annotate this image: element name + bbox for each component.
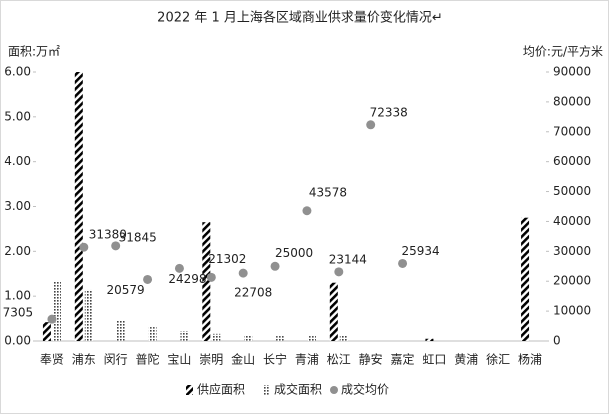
y-tick-label: 0.00: [4, 334, 31, 348]
data-label: 22708: [234, 286, 272, 300]
data-label: 7305: [3, 306, 34, 320]
x-tick-label: 闵行: [104, 352, 128, 367]
y-axis-title: 面积:万㎡: [8, 45, 60, 59]
y2-tick-label: 80000: [553, 94, 591, 108]
bar: [52, 280, 61, 341]
x-tick-label: 宝山: [167, 353, 191, 367]
y2-axis-title: 均价:元/平方米: [523, 44, 603, 59]
y2-tick-label: 30000: [553, 244, 591, 258]
bar: [244, 335, 253, 341]
x-tick-label: 徐汇: [486, 352, 510, 367]
x-tick-label: 普陀: [136, 352, 160, 367]
bar: [425, 338, 434, 341]
y-tick-label: 1.00: [4, 289, 31, 303]
bar: [212, 333, 221, 341]
price-point: [302, 206, 312, 216]
x-tick-label: 崇明: [199, 353, 223, 367]
y2-tick-label: 50000: [553, 184, 591, 198]
legend-label: 成交均价: [341, 382, 389, 397]
bar: [148, 327, 157, 341]
data-label: 25000: [275, 246, 313, 260]
legend-swatch: [330, 386, 338, 394]
data-label: 31380: [89, 228, 127, 242]
x-tick-label: 长宁: [263, 352, 287, 367]
bar: [307, 336, 316, 341]
price-point: [206, 272, 216, 282]
x-tick-label: 金山: [231, 352, 255, 367]
bar: [329, 282, 338, 341]
y-tick-label: 6.00: [4, 65, 31, 79]
data-label: 23144: [329, 252, 367, 266]
bar: [74, 72, 83, 341]
bar: [276, 336, 285, 341]
y2-tick-label: 0: [553, 334, 561, 348]
x-tick-label: 青浦: [295, 353, 319, 367]
legend-swatch: [186, 385, 193, 395]
y-tick-label: 5.00: [4, 109, 31, 123]
data-label: 24298: [168, 272, 206, 286]
bar: [202, 222, 211, 341]
x-tick-label: 松江: [327, 353, 351, 367]
price-point: [79, 242, 89, 252]
bar: [521, 217, 530, 341]
y2-tick-label: 90000: [553, 65, 591, 79]
price-point: [111, 241, 121, 251]
y-tick-label: 3.00: [4, 199, 31, 213]
bar: [84, 289, 93, 341]
data-label: 21302: [208, 252, 246, 266]
x-tick-label: 杨浦: [518, 352, 542, 367]
price-point: [366, 120, 376, 130]
y-tick-label: 4.00: [4, 154, 31, 168]
price-point: [174, 263, 184, 273]
bar: [180, 331, 189, 341]
price-point: [270, 261, 280, 271]
price-point: [238, 268, 248, 278]
y2-tick-label: 70000: [553, 124, 591, 138]
x-tick-label: 嘉定: [391, 352, 415, 367]
legend-swatch: [263, 385, 270, 395]
price-point: [334, 267, 344, 277]
x-tick-label: 黄浦: [454, 353, 478, 367]
legend-label: 供应面积: [197, 382, 245, 397]
data-label: 43578: [309, 185, 347, 199]
price-point: [398, 258, 408, 268]
data-label: 25934: [401, 244, 439, 258]
y2-tick-label: 20000: [553, 274, 591, 288]
y2-tick-label: 10000: [553, 304, 591, 318]
data-label: 20579: [106, 283, 144, 297]
x-tick-label: 静安: [359, 352, 383, 367]
bar: [339, 335, 348, 341]
bar: [116, 320, 125, 341]
data-label: 72338: [370, 105, 408, 119]
x-tick-label: 奉贤: [40, 353, 64, 367]
y2-tick-label: 40000: [553, 214, 591, 228]
legend-label: 成交面积: [274, 382, 322, 397]
data-label: 31845: [119, 230, 157, 244]
y2-tick-label: 60000: [553, 154, 591, 168]
x-tick-label: 浦东: [72, 353, 96, 367]
x-tick-label: 虹口: [422, 353, 446, 367]
chart-title: 2022 年 1 月上海各区域商业供求量价变化情况↵: [157, 10, 443, 26]
price-point: [143, 274, 153, 284]
y-tick-label: 2.00: [4, 244, 31, 258]
price-point: [47, 314, 57, 324]
bar: [42, 322, 51, 341]
